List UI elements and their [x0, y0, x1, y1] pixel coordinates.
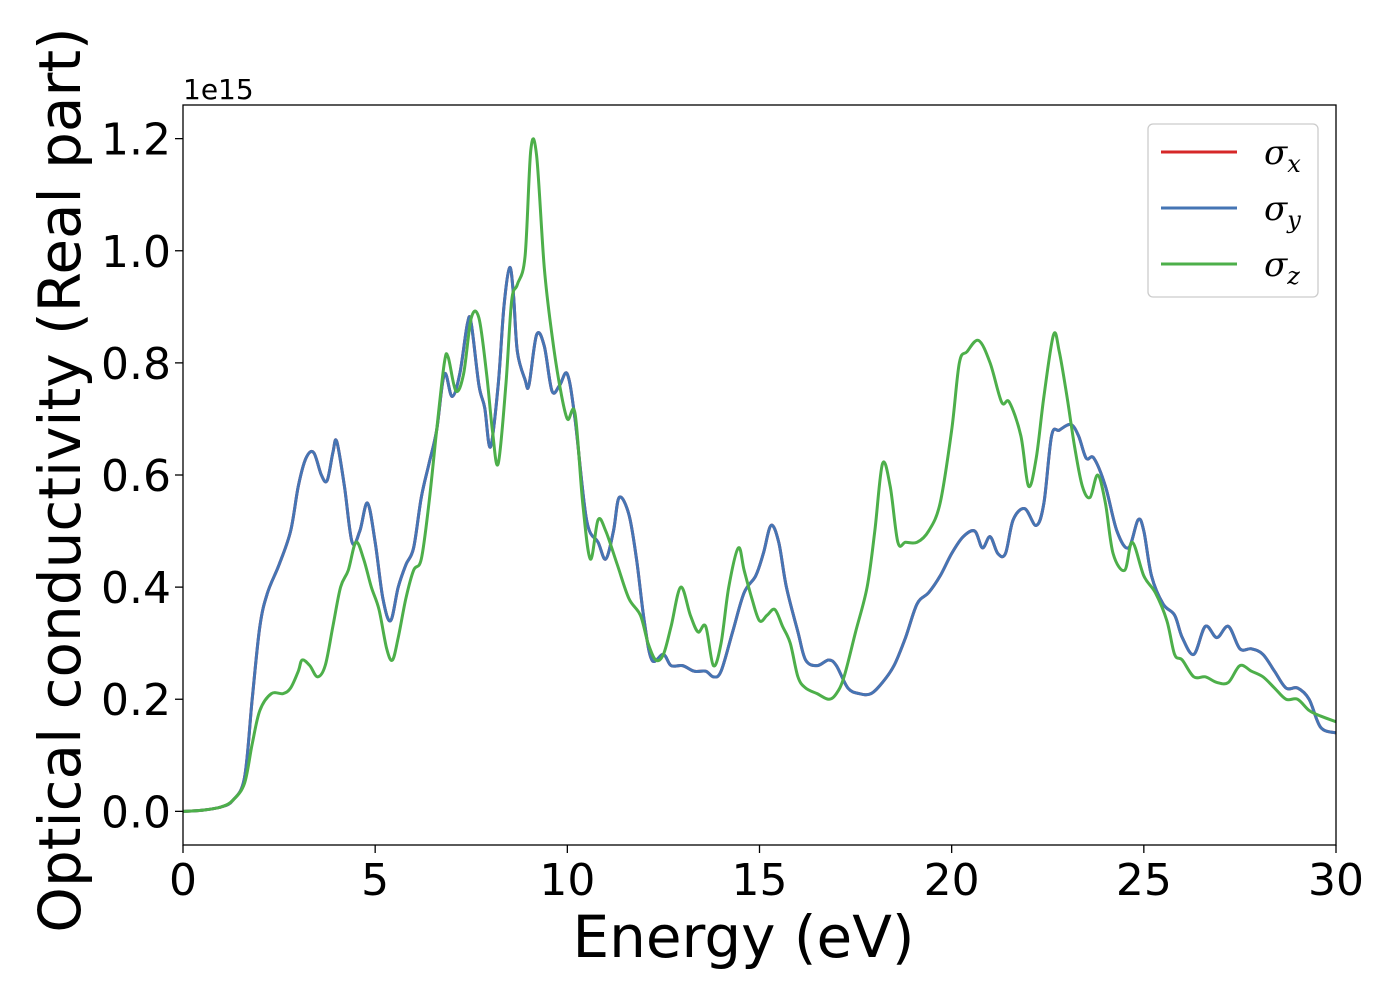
y-tick-label: 0.0 [101, 787, 171, 838]
x-tick-label: 15 [732, 855, 788, 906]
y-tick-label: 0.6 [101, 451, 171, 502]
x-tick-label: 0 [169, 855, 197, 906]
legend-label-y: σy [1264, 189, 1301, 234]
legend-box [1147, 123, 1319, 298]
x-axis-label: Energy (eV) [572, 903, 914, 971]
y-tick-label: 0.8 [101, 339, 171, 390]
y-tick-label: 0.2 [101, 675, 171, 726]
series-line-z [183, 137, 1336, 813]
y-tick-label: 1.2 [101, 115, 171, 166]
x-tick-label: 10 [539, 855, 595, 906]
y-tick-label: 0.4 [101, 563, 171, 614]
x-tick-label: 30 [1308, 855, 1364, 906]
legend: σx σy σz [1147, 123, 1319, 298]
y-axis-label: Optical conductivity (Real part) [26, 27, 94, 932]
series-group [183, 137, 1336, 813]
x-tick-label: 5 [361, 855, 389, 906]
series-line-y [183, 266, 1336, 813]
y-tick-label: 1.0 [101, 227, 171, 278]
x-tick-label: 20 [924, 855, 980, 906]
legend-label-z: σz [1264, 245, 1300, 290]
x-tick-label: 25 [1116, 855, 1172, 906]
legend-label-x: σx [1264, 133, 1301, 178]
y-offset-label: 1e15 [183, 73, 254, 106]
